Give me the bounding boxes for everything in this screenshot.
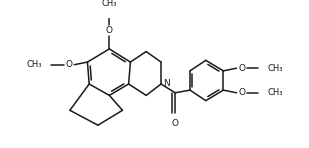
- Text: O: O: [106, 26, 113, 35]
- Text: CH₃: CH₃: [267, 88, 283, 97]
- Text: CH₃: CH₃: [26, 60, 42, 69]
- Text: CH₃: CH₃: [267, 64, 283, 73]
- Text: O: O: [66, 60, 73, 69]
- Text: O: O: [238, 64, 245, 73]
- Text: O: O: [171, 119, 179, 128]
- Text: O: O: [238, 88, 245, 97]
- Text: CH₃: CH₃: [102, 0, 117, 8]
- Text: N: N: [163, 79, 170, 89]
